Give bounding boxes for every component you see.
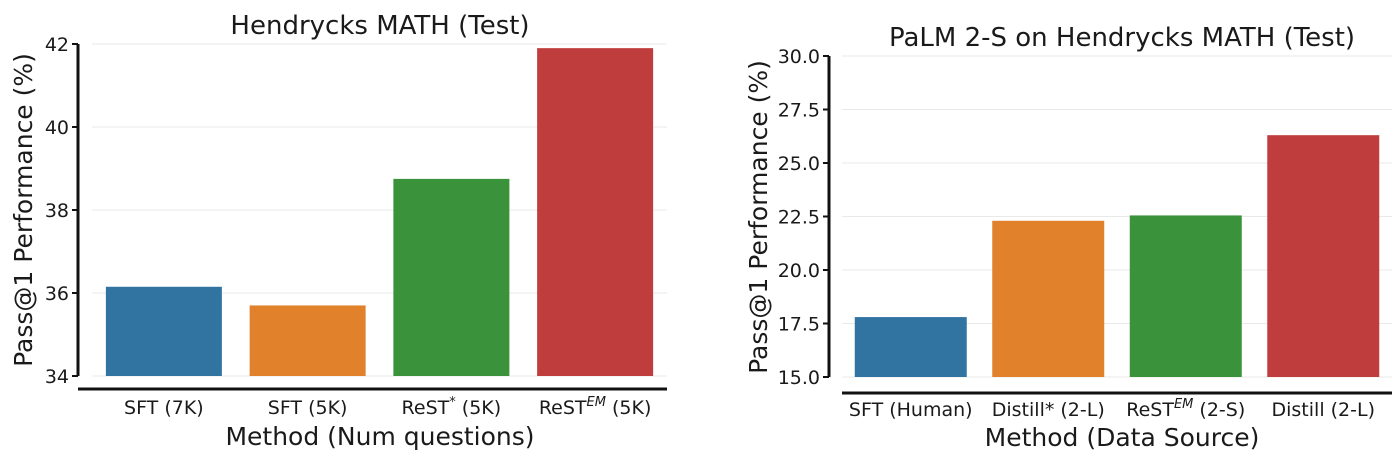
x-tick-label-text: Distill (2-L) <box>1272 399 1376 421</box>
chart-title: PaLM 2-S on Hendrycks MATH (Test) <box>889 23 1355 53</box>
y-tick-label: 30.0 <box>778 46 820 68</box>
y-tick-label: 42 <box>45 34 69 56</box>
y-tick-label: 40 <box>45 117 69 139</box>
y-axis-label: Pass@1 Performance (%) <box>744 60 773 374</box>
chart-panel-left: Hendrycks MATH (Test) Pass@1 Performance… <box>9 11 667 451</box>
x-tick-label-text: SFT (7K) <box>124 397 204 419</box>
bar <box>393 178 510 376</box>
bar <box>537 48 654 377</box>
bar <box>992 220 1105 377</box>
x-tick-label: Distill* (2-L) <box>992 399 1105 421</box>
x-tick-label: SFT (7K) <box>124 397 204 419</box>
y-tick-label: 27.5 <box>778 100 820 122</box>
bar <box>249 305 366 376</box>
y-tick-label: 15.0 <box>778 367 820 389</box>
x-tick-label-suffix: (2-S) <box>1193 399 1245 421</box>
y-tick-label: 38 <box>45 200 69 222</box>
y-tick-label: 36 <box>45 283 69 305</box>
x-tick-label: ReSTEM (2-S) <box>1126 397 1245 421</box>
y-tick-label: 20.0 <box>778 260 820 282</box>
bar <box>105 286 222 376</box>
x-tick-label: ReSTEM (5K) <box>539 395 652 419</box>
x-tick-label-text: ReST <box>402 397 450 419</box>
x-tick-label-superscript: EM <box>1174 397 1193 412</box>
y-tick-label: 17.5 <box>778 314 820 336</box>
bar <box>1129 215 1242 377</box>
bar <box>854 317 967 377</box>
x-tick-label-text: Distill* (2-L) <box>992 399 1105 421</box>
chart-panel-right: PaLM 2-S on Hendrycks MATH (Test) Pass@1… <box>744 23 1392 452</box>
x-tick-label-suffix: (5K) <box>456 397 501 419</box>
x-tick-label-text: ReST <box>1126 399 1174 421</box>
x-tick-label-superscript: * <box>449 395 456 410</box>
y-axis-label: Pass@1 Performance (%) <box>9 53 38 367</box>
x-axis-label: Method (Data Source) <box>985 423 1260 452</box>
x-tick-label-text: SFT (Human) <box>849 399 973 421</box>
y-tick-label: 34 <box>45 366 69 388</box>
x-tick-label: SFT (Human) <box>849 399 973 421</box>
chart-title: Hendrycks MATH (Test) <box>230 11 529 41</box>
x-tick-label-text: SFT (5K) <box>268 397 348 419</box>
bar <box>1267 135 1380 377</box>
y-tick-label: 22.5 <box>778 207 820 229</box>
x-tick-label-superscript: EM <box>587 395 606 410</box>
y-tick-label: 25.0 <box>778 153 820 175</box>
x-axis-label: Method (Num questions) <box>225 422 534 451</box>
x-tick-label: ReST* (5K) <box>402 395 502 419</box>
x-tick-label-text: ReST <box>539 397 587 419</box>
x-tick-label-suffix: (5K) <box>606 397 651 419</box>
x-tick-label: SFT (5K) <box>268 397 348 419</box>
x-tick-label: Distill (2-L) <box>1272 399 1376 421</box>
